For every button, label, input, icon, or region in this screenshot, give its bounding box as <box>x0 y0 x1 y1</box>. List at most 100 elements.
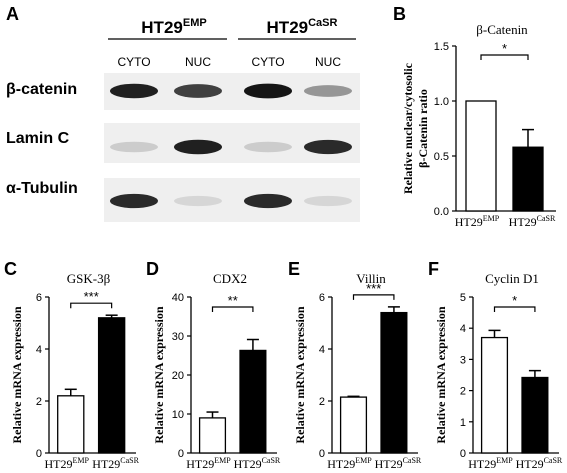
lane-label-2: NUC <box>185 55 211 69</box>
y-axis-label-e: Relative mRNA expression <box>293 306 307 443</box>
bar-b-0 <box>465 100 497 212</box>
y-axis-label-c: Relative mRNA expression <box>10 306 24 443</box>
x-tick-label-base-f-1: HT29 <box>516 457 544 471</box>
blot-band-r1-l1 <box>174 139 222 155</box>
panel-letter-a: A <box>6 4 19 24</box>
bar-d-0 <box>198 417 227 454</box>
blot-band-r0-l3 <box>304 85 352 97</box>
x-tick-label-base-e-0: HT29 <box>327 457 355 471</box>
y-tick-label-c-2: 4 <box>36 344 42 356</box>
x-tick-label-base-c-1: HT29 <box>92 457 120 471</box>
x-tick-label-d-1: HT29CaSR <box>234 456 281 471</box>
chart-title-b: β-Catenin <box>476 22 528 37</box>
x-tick-label-sup-c-1: CaSR <box>120 456 139 465</box>
blot-band-r2-l2 <box>244 193 292 209</box>
x-tick-label-sup-c-0: EMP <box>73 456 90 465</box>
y-tick-label-b-2: 1.0 <box>434 96 449 108</box>
x-tick-label-sup-f-0: EMP <box>496 456 513 465</box>
significance-bracket-d <box>211 306 254 312</box>
x-tick-label-base-f-0: HT29 <box>468 457 496 471</box>
y-tick-label-d-4: 40 <box>172 292 184 304</box>
bar-c-1 <box>97 317 126 454</box>
y-tick-label-c-0: 0 <box>36 448 42 460</box>
bar-d-1 <box>239 349 267 454</box>
y-axis-label-f: Relative mRNA expression <box>434 306 448 443</box>
y-axis-label-b-1: β-Catenin ratio <box>416 89 430 168</box>
x-tick-label-f-1: HT29CaSR <box>516 456 563 471</box>
bar-c-0 <box>57 395 85 454</box>
x-tick-label-base-b-1: HT29 <box>509 215 537 229</box>
western-blot-panel: HT29EMP HT29CaSR CYTO NUC CYTO NUC β-cat… <box>6 17 360 222</box>
y-tick-label-e-0: 0 <box>319 448 325 460</box>
bar-e-0 <box>339 396 368 454</box>
bar-b-1 <box>512 146 544 212</box>
x-tick-label-e-1: HT29CaSR <box>375 456 422 471</box>
x-tick-label-sup-e-1: CaSR <box>403 456 422 465</box>
y-tick-label-f-3: 3 <box>460 354 466 366</box>
y-tick-label-f-0: 0 <box>460 448 466 460</box>
chart-title-e: Villin <box>356 271 386 286</box>
bar-e-1 <box>380 311 408 454</box>
blot-band-r0-l2 <box>244 83 292 99</box>
y-tick-label-f-2: 2 <box>460 386 466 398</box>
lane-label-1: CYTO <box>117 55 150 69</box>
blot-group-casr: HT29CaSR <box>267 17 338 37</box>
panel-letter-f: F <box>428 259 439 279</box>
y-axis-label-b-0: Relative nuclear/cytosolic <box>401 62 415 194</box>
x-tick-label-base-d-1: HT29 <box>234 457 262 471</box>
significance-label-c: *** <box>84 289 99 304</box>
x-tick-label-c-0: HT29EMP <box>45 456 90 471</box>
y-tick-label-b-0: 0.0 <box>434 206 449 218</box>
y-tick-label-b-1: 0.5 <box>434 151 449 163</box>
y-tick-label-e-1: 2 <box>319 396 325 408</box>
bar-f-0 <box>480 336 509 454</box>
y-tick-label-d-2: 20 <box>172 370 184 382</box>
blot-band-r2-l0 <box>110 193 158 209</box>
blot-bands <box>110 83 352 209</box>
significance-bracket-b <box>480 54 529 60</box>
y-tick-label-d-3: 30 <box>172 331 184 343</box>
significance-label-b: * <box>502 41 507 56</box>
y-tick-label-e-3: 6 <box>319 292 325 304</box>
significance-label-f: * <box>512 293 517 308</box>
x-tick-label-sup-e-0: EMP <box>355 456 372 465</box>
x-tick-label-b-1: HT29CaSR <box>509 214 556 229</box>
panel-letter-c: C <box>4 259 17 279</box>
y-tick-label-f-5: 5 <box>460 292 466 304</box>
x-tick-label-c-1: HT29CaSR <box>92 456 139 471</box>
panel-letter-d: D <box>146 259 159 279</box>
x-tick-label-sup-b-1: CaSR <box>537 214 556 223</box>
blot-band-r0-l1 <box>174 84 222 98</box>
bar-f-1 <box>521 376 549 454</box>
lane-label-3: CYTO <box>251 55 284 69</box>
x-tick-label-d-0: HT29EMP <box>186 456 231 471</box>
x-tick-label-sup-d-1: CaSR <box>262 456 281 465</box>
x-tick-label-base-e-1: HT29 <box>375 457 403 471</box>
x-tick-label-sup-b-0: EMP <box>483 214 500 223</box>
x-tick-label-sup-d-0: EMP <box>214 456 231 465</box>
x-tick-label-base-d-0: HT29 <box>186 457 214 471</box>
blot-group-emp: HT29EMP <box>141 17 206 37</box>
x-tick-label-e-0: HT29EMP <box>327 456 372 471</box>
y-tick-label-d-0: 0 <box>178 448 184 460</box>
significance-bracket-e <box>352 294 395 300</box>
blot-row-label-alpha-tubulin: α-Tubulin <box>6 180 78 197</box>
lane-label-4: NUC <box>315 55 341 69</box>
chart-title-f: Cyclin D1 <box>485 271 539 286</box>
y-axis-label-d: Relative mRNA expression <box>152 306 166 443</box>
blot-row-label-lamin-c: Lamin C <box>6 130 70 147</box>
x-tick-label-base-b-0: HT29 <box>455 215 483 229</box>
panel-letter-e: E <box>288 259 300 279</box>
blot-band-r1-l2 <box>244 141 292 153</box>
chart-title-c: GSK-3β <box>67 271 111 286</box>
x-tick-label-b-0: HT29EMP <box>455 214 500 229</box>
y-tick-label-c-1: 2 <box>36 396 42 408</box>
significance-bracket-c <box>70 302 113 309</box>
